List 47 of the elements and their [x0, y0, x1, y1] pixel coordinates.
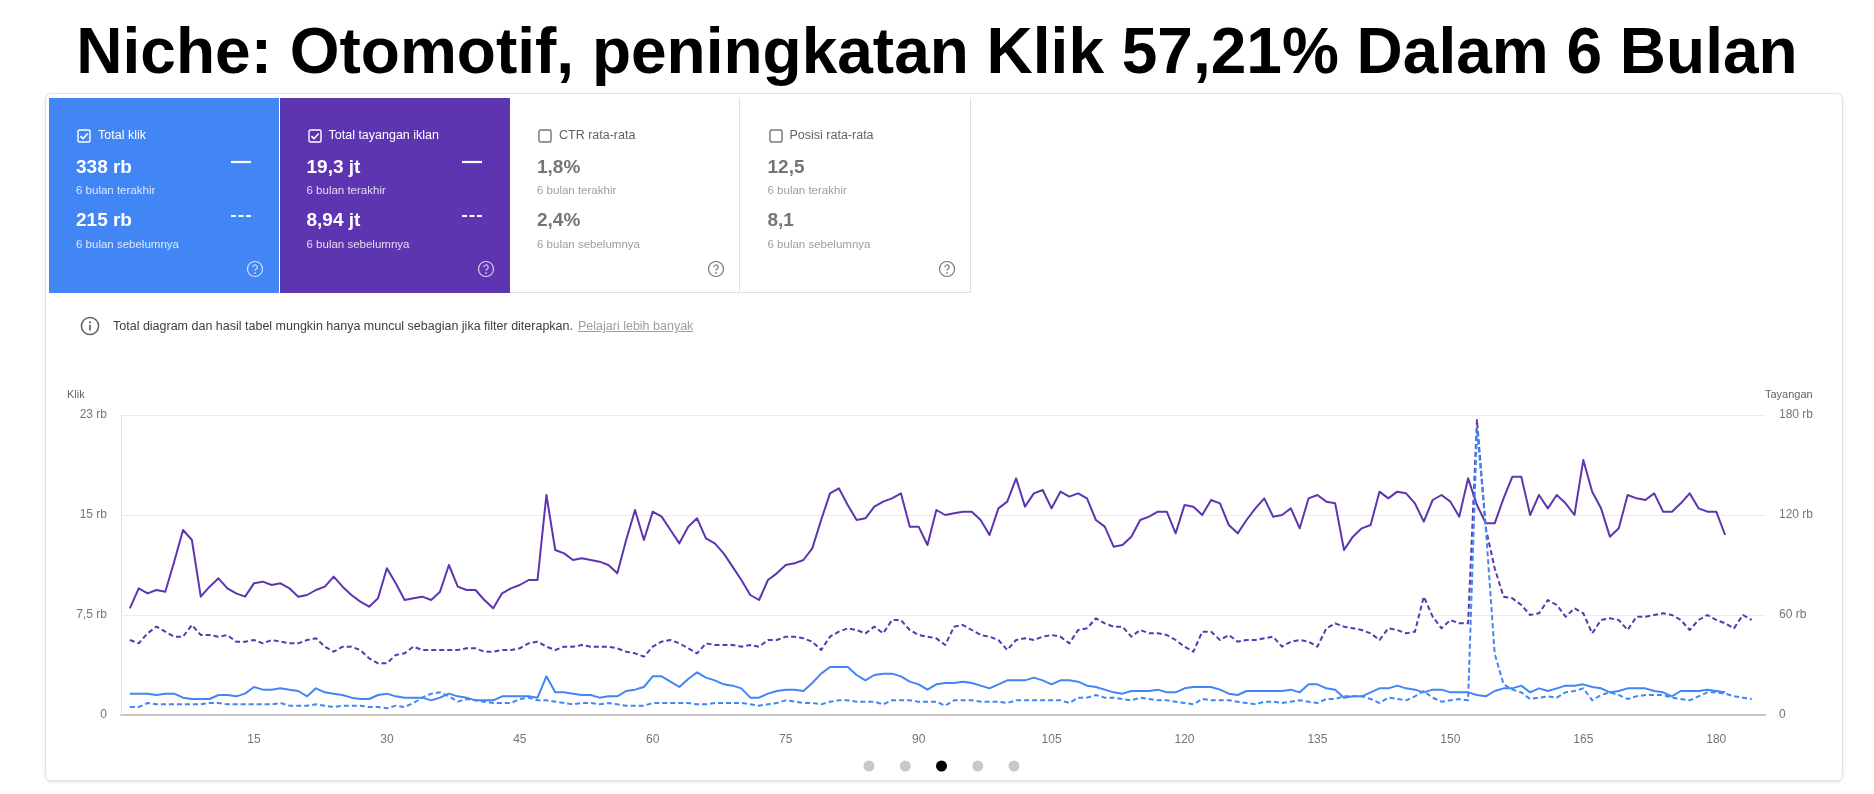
- x-tick-label: 90: [911, 731, 926, 746]
- y2-tick-label: 120 rb: [1779, 507, 1814, 522]
- text: 19,3 jt: [306, 155, 361, 179]
- text: 1,8%: [537, 155, 581, 179]
- text: 6 bulan sebelumnya: [76, 237, 179, 252]
- text: Pelajari lebih banyak: [578, 319, 694, 333]
- x-tick-label: 180: [1706, 731, 1727, 746]
- text: 8,94 jt: [306, 208, 361, 232]
- text: 8,1: [767, 208, 794, 232]
- line-series: [128, 427, 1753, 710]
- y2-tick-label: 180 rb: [1779, 407, 1814, 422]
- text: 6 bulan sebelumnya: [767, 237, 871, 252]
- y2-axis-title: Tayangan: [1765, 388, 1813, 401]
- text: 6 bulan terakhir: [76, 183, 156, 198]
- y-tick-label: 23 rb: [79, 407, 108, 422]
- text: 12,5: [767, 155, 805, 179]
- text: 6 bulan terakhir: [767, 183, 847, 198]
- line-series: [128, 419, 1753, 665]
- text: 2,4%: [537, 208, 581, 232]
- text: Total klik: [98, 127, 146, 143]
- text: 215 rb: [76, 208, 132, 232]
- x-tick-label: 60: [646, 731, 660, 746]
- text: Posisi rata-rata: [789, 127, 874, 143]
- x-tick-label: 15: [247, 731, 261, 746]
- y2-tick-label: 0: [1779, 707, 1786, 722]
- x-tick-label: 135: [1307, 731, 1328, 746]
- text: CTR rata-rata: [559, 127, 636, 143]
- y-tick-label: 15 rb: [79, 507, 108, 522]
- text: Total diagram dan hasil tabel mungkin hanya muncul sebagian jika filter diterapkan.: [113, 319, 573, 333]
- x-tick-label: 105: [1041, 731, 1062, 746]
- text: Niche: Otomotif, peningkatan Klik 57,21% Dalam 6 Bulan: [75, 14, 1799, 89]
- y-tick-label: 0: [100, 707, 108, 722]
- text: 6 bulan terakhir: [306, 183, 386, 198]
- x-tick-label: 75: [779, 731, 793, 746]
- text: 6 bulan terakhir: [537, 183, 617, 198]
- y-tick-label: 7,5 rb: [76, 607, 108, 622]
- text: 6 bulan sebelumnya: [537, 237, 640, 252]
- x-tick-label: 150: [1440, 731, 1461, 746]
- x-tick-label: 165: [1573, 731, 1594, 746]
- text: Total tayangan iklan: [328, 127, 439, 143]
- x-tick-label: 45: [513, 731, 527, 746]
- x-tick-label: 120: [1174, 731, 1195, 746]
- text: 6 bulan sebelumnya: [306, 237, 410, 252]
- y2-tick-label: 60 rb: [1779, 607, 1807, 622]
- y-axis-title: Klik: [67, 388, 86, 401]
- text: 338 rb: [76, 155, 132, 179]
- x-tick-label: 30: [380, 731, 394, 746]
